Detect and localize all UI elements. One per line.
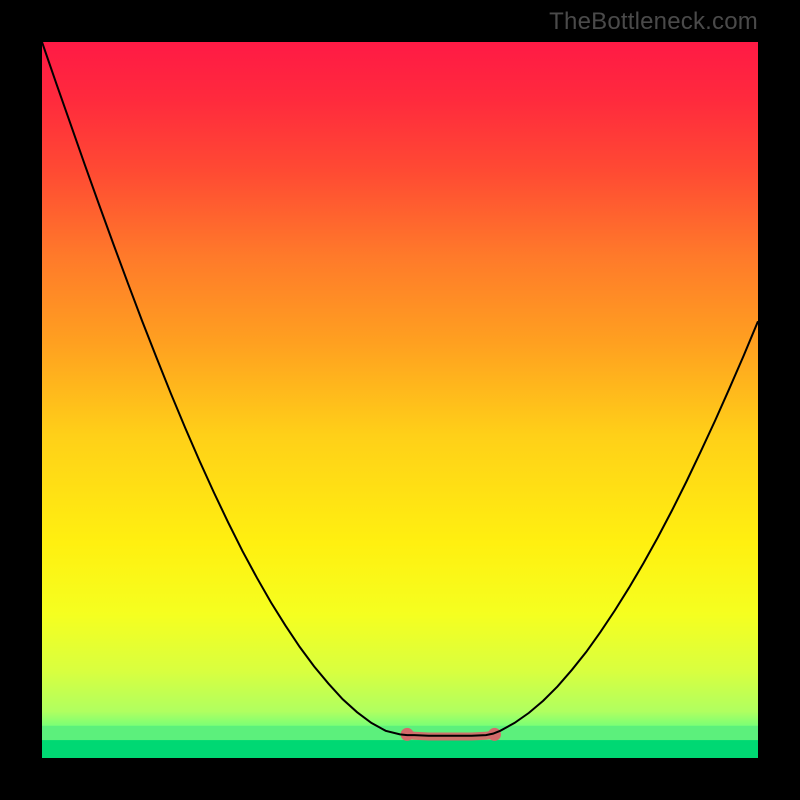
bottleneck-chart-svg <box>0 0 800 800</box>
bottom-color-bands <box>42 726 758 758</box>
gradient-background <box>42 42 758 758</box>
chart-frame: TheBottleneck.com <box>0 0 800 800</box>
watermark-text: TheBottleneck.com <box>549 8 758 36</box>
